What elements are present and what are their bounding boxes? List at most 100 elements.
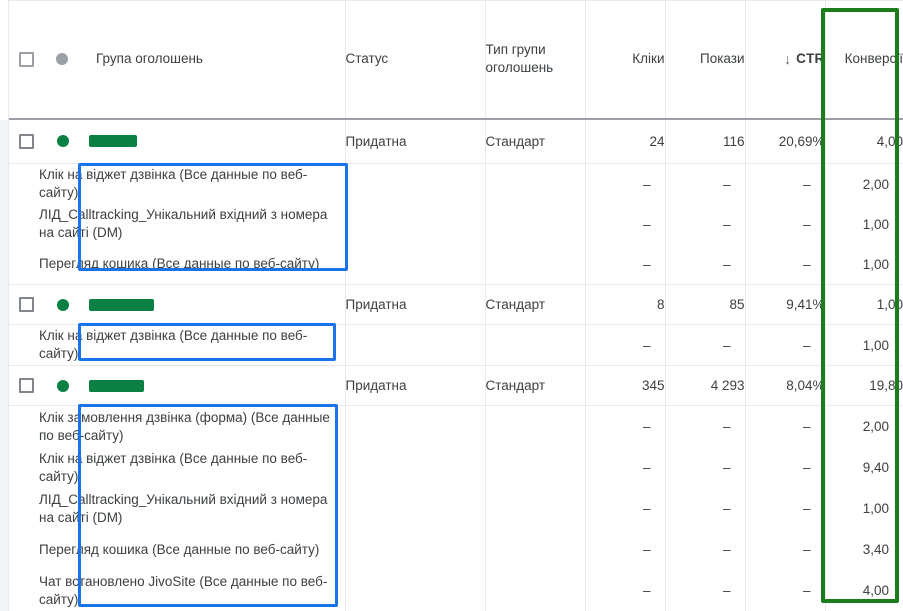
conversion-dash: – xyxy=(722,337,731,353)
empty-cell xyxy=(486,164,585,204)
conversion-value: 1,00 xyxy=(862,337,889,353)
empty-cell xyxy=(346,529,485,570)
select-all-checkbox[interactable] xyxy=(19,51,34,67)
conversion-type-cell xyxy=(485,324,586,366)
column-header-conversions-label: Конверсії xyxy=(844,51,903,67)
conversion-dash: – xyxy=(722,419,731,434)
column-header-ctr[interactable]: ↓ CTR xyxy=(745,0,826,120)
conversion-dash: – xyxy=(642,583,651,598)
empty-cell xyxy=(346,244,485,284)
conversion-breakdown-row: Клік на віджет дзвінка (Все данные по ве… xyxy=(9,163,903,285)
ad-group-name-cell[interactable] xyxy=(9,365,346,406)
sort-descending-arrow-icon: ↓ xyxy=(784,50,792,67)
conversion-dash: – xyxy=(642,419,651,434)
conversion-names-cell: Клік на віджет дзвінка (Все данные по ве… xyxy=(9,163,346,285)
conversion-value: 1,00 xyxy=(862,256,889,272)
empty-cell xyxy=(346,406,485,447)
row-select-checkbox[interactable] xyxy=(19,133,34,149)
column-header-status[interactable]: Статус xyxy=(345,0,486,120)
conversion-dash: – xyxy=(722,460,731,475)
conversion-action-name: Перегляд кошика (Все данные по веб-сайту… xyxy=(39,541,320,557)
conversion-dash: – xyxy=(802,256,811,272)
empty-cell xyxy=(486,529,585,570)
conversion-action-name: ЛІД_Calltracking_Унікальний вхідний з но… xyxy=(39,207,328,240)
conversion-impressions-cell: – – – – – xyxy=(665,405,746,611)
conversion-action-name: Клік на віджет дзвінка (Все данные по ве… xyxy=(39,167,308,200)
ad-group-type-cell: Стандарт xyxy=(485,284,586,325)
conversion-dash: – xyxy=(722,176,731,192)
empty-cell xyxy=(486,488,585,529)
column-header-clicks-label: Кліки xyxy=(632,51,665,67)
conversion-status-cell xyxy=(345,324,486,366)
ad-group-type-cell: Стандарт xyxy=(485,365,586,406)
column-header-ctr-label: CTR xyxy=(796,50,825,66)
conversion-dash: – xyxy=(722,583,731,598)
conversion-dash: – xyxy=(642,542,651,557)
column-header-clicks[interactable]: Кліки xyxy=(585,0,666,120)
empty-cell xyxy=(346,164,485,204)
conversion-action-name: Чат встановлено JivoSite (Все данные по … xyxy=(39,573,328,607)
empty-cell xyxy=(486,325,585,365)
left-edge-shade xyxy=(0,120,8,611)
conversion-impressions-cell: – xyxy=(665,324,746,366)
conversion-value: 1,00 xyxy=(862,216,889,232)
status-dot-icon xyxy=(57,298,69,311)
ad-group-ctr-cell: 9,41% xyxy=(745,284,826,325)
conversion-clicks-cell: – – – – – xyxy=(585,405,666,611)
column-header-group-type-label: Тип групи оголошень xyxy=(485,42,554,76)
conversion-dash: – xyxy=(642,501,651,516)
empty-cell xyxy=(486,447,585,488)
conversion-value: 2,00 xyxy=(862,176,889,192)
table-header: Група оголошень Статус Тип групи оголоше… xyxy=(9,0,903,120)
column-header-group-type[interactable]: Тип групи оголошень xyxy=(485,0,586,120)
ad-group-name-cell[interactable] xyxy=(9,284,346,325)
conversion-dash: – xyxy=(642,460,651,475)
ad-group-row[interactable]: Придатна Стандарт 345 4 293 8,04% 19,80 xyxy=(9,365,903,406)
conversion-dash: – xyxy=(802,419,811,434)
status-dot-icon xyxy=(57,135,69,148)
column-header-group[interactable]: Група оголошень xyxy=(9,0,346,120)
conversion-value-cell: 1,00 xyxy=(825,324,903,366)
ad-group-status-cell: Придатна xyxy=(345,284,486,325)
status-dot-icon xyxy=(57,379,69,392)
conversion-dash: – xyxy=(802,216,811,232)
conversion-breakdown-row: Клік замовлення дзвінка (форма) (Все дан… xyxy=(9,405,903,611)
conversion-value: 2,00 xyxy=(862,419,889,434)
ad-group-impressions-cell: 116 xyxy=(665,118,746,164)
empty-cell xyxy=(346,447,485,488)
ad-group-conversions-cell: 4,00 xyxy=(825,118,903,164)
empty-cell xyxy=(346,325,485,365)
ad-group-clicks-cell: 8 xyxy=(585,284,666,325)
conversion-names-cell: Клік замовлення дзвінка (форма) (Все дан… xyxy=(9,405,346,611)
row-select-checkbox[interactable] xyxy=(19,297,34,312)
ad-group-impressions-cell: 85 xyxy=(665,284,746,325)
ad-group-name-redacted xyxy=(89,379,144,392)
ad-group-conversions-cell: 19,80 xyxy=(825,365,903,406)
ad-group-name-redacted xyxy=(89,298,154,311)
header-row: Група оголошень Статус Тип групи оголоше… xyxy=(9,0,903,120)
empty-cell xyxy=(486,570,585,611)
conversion-value-cell: 2,00 1,00 1,00 xyxy=(825,163,903,285)
conversion-dash: – xyxy=(722,256,731,272)
conversion-dash: – xyxy=(722,501,731,516)
ad-group-ctr-cell: 20,69% xyxy=(745,118,826,164)
conversion-action-name: ЛІД_Calltracking_Унікальний вхідний з но… xyxy=(39,491,328,525)
conversion-dash: – xyxy=(802,542,811,557)
ad-group-row[interactable]: Придатна Стандарт 8 85 9,41% 1,00 xyxy=(9,284,903,325)
ad-group-status-cell: Придатна xyxy=(345,118,486,164)
ad-groups-table: Група оголошень Статус Тип групи оголоше… xyxy=(9,0,903,611)
ad-group-name-cell[interactable] xyxy=(9,118,346,164)
ad-group-row[interactable]: Придатна Стандарт 24 116 20,69% 4,00 xyxy=(9,118,903,164)
row-select-checkbox[interactable] xyxy=(19,378,34,393)
conversion-value: 3,40 xyxy=(862,542,889,557)
conversion-dash: – xyxy=(642,176,651,192)
conversion-names-cell: Клік на віджет дзвінка (Все данные по ве… xyxy=(9,324,346,366)
conversion-action-name: Клік замовлення дзвінка (форма) (Все дан… xyxy=(39,409,330,443)
conversion-dash: – xyxy=(642,256,651,272)
column-header-impressions[interactable]: Покази xyxy=(665,0,746,120)
conversion-dash: – xyxy=(802,460,811,475)
conversion-dash: – xyxy=(802,501,811,516)
ad-group-status-cell: Придатна xyxy=(345,365,486,406)
conversion-status-cell xyxy=(345,405,486,611)
column-header-conversions[interactable]: Конверсії xyxy=(825,0,903,120)
